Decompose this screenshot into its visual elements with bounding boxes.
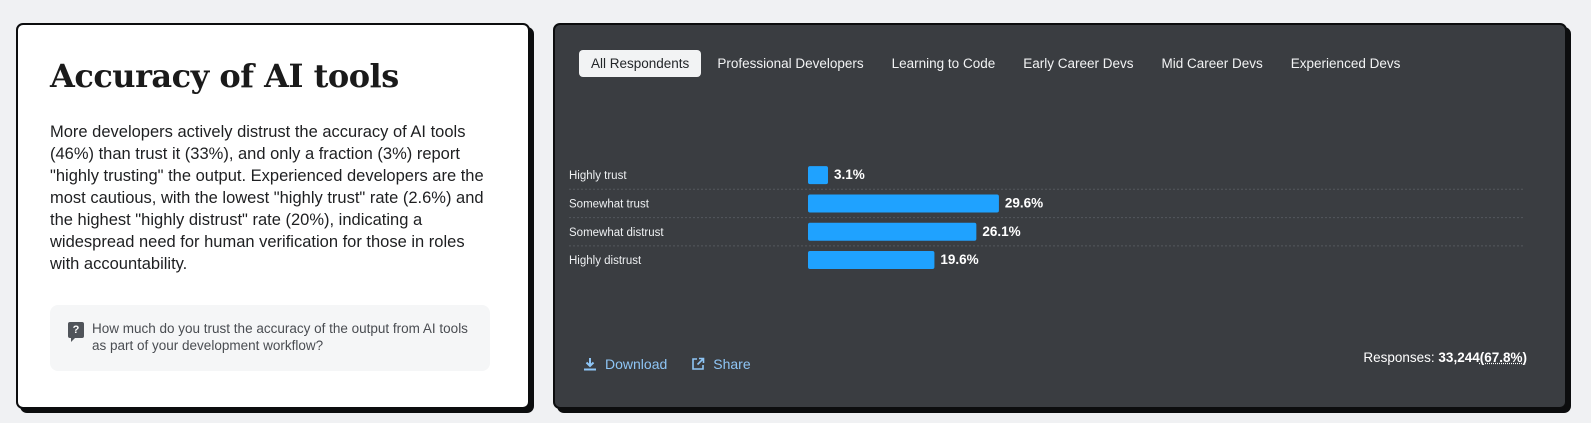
category-label-somewhat-distrust: Somewhat distrust xyxy=(569,227,664,239)
value-label-highly-trust: 3.1% xyxy=(834,167,865,182)
page-title: Accuracy of AI tools xyxy=(50,57,399,95)
value-label-somewhat-trust: 29.6% xyxy=(1005,195,1043,210)
value-label-somewhat-distrust: 26.1% xyxy=(982,224,1020,239)
category-label-somewhat-trust: Somewhat trust xyxy=(569,198,650,210)
question-mark-icon: ? xyxy=(68,322,84,342)
bar-highly-trust xyxy=(808,166,828,185)
responses-percent[interactable]: (67.8%) xyxy=(1479,350,1527,365)
summary-card: Accuracy of AI tools More developers act… xyxy=(16,23,530,409)
bar-highly-distrust xyxy=(808,251,935,270)
bar-somewhat-trust xyxy=(808,194,999,213)
responses-label: Responses: xyxy=(1363,350,1439,365)
bar-somewhat-distrust xyxy=(808,222,977,241)
share-button[interactable]: Share xyxy=(691,356,751,372)
tab-learning-to-code[interactable]: Learning to Code xyxy=(891,56,996,71)
tab-professional-developers[interactable]: Professional Developers xyxy=(717,56,864,71)
tab-mid-career-devs[interactable]: Mid Career Devs xyxy=(1161,56,1263,71)
chart-card: All Respondents Professional Developers … xyxy=(553,23,1567,409)
responses-count: Responses: 33,244(67.8%) xyxy=(1363,350,1527,365)
download-button[interactable]: Download xyxy=(583,356,667,372)
survey-question: ? How much do you trust the accuracy of … xyxy=(50,305,490,371)
category-label-highly-trust: Highly trust xyxy=(569,170,627,182)
value-label-highly-distrust: 19.6% xyxy=(940,252,978,267)
category-label-highly-distrust: Highly distrust xyxy=(569,255,642,267)
summary-text: More developers actively distrust the ac… xyxy=(50,123,484,273)
download-label: Download xyxy=(605,356,668,372)
trust-bar-chart: Highly trust 3.1% Somewhat trust 29.6% Somew… xyxy=(569,166,1525,270)
responses-number: 33,244 xyxy=(1438,350,1480,365)
footer-actions: Download Share xyxy=(583,356,775,372)
survey-question-text: How much do you trust the accuracy of th… xyxy=(92,321,468,353)
tab-early-career-devs[interactable]: Early Career Devs xyxy=(1023,56,1134,71)
download-icon xyxy=(584,358,596,371)
tab-experienced-devs[interactable]: Experienced Devs xyxy=(1290,56,1401,71)
share-icon xyxy=(692,357,705,370)
share-label: Share xyxy=(713,356,751,372)
respondent-tabs: All Respondents Professional Developers … xyxy=(579,50,1416,77)
tab-all-respondents[interactable]: All Respondents xyxy=(579,50,702,77)
